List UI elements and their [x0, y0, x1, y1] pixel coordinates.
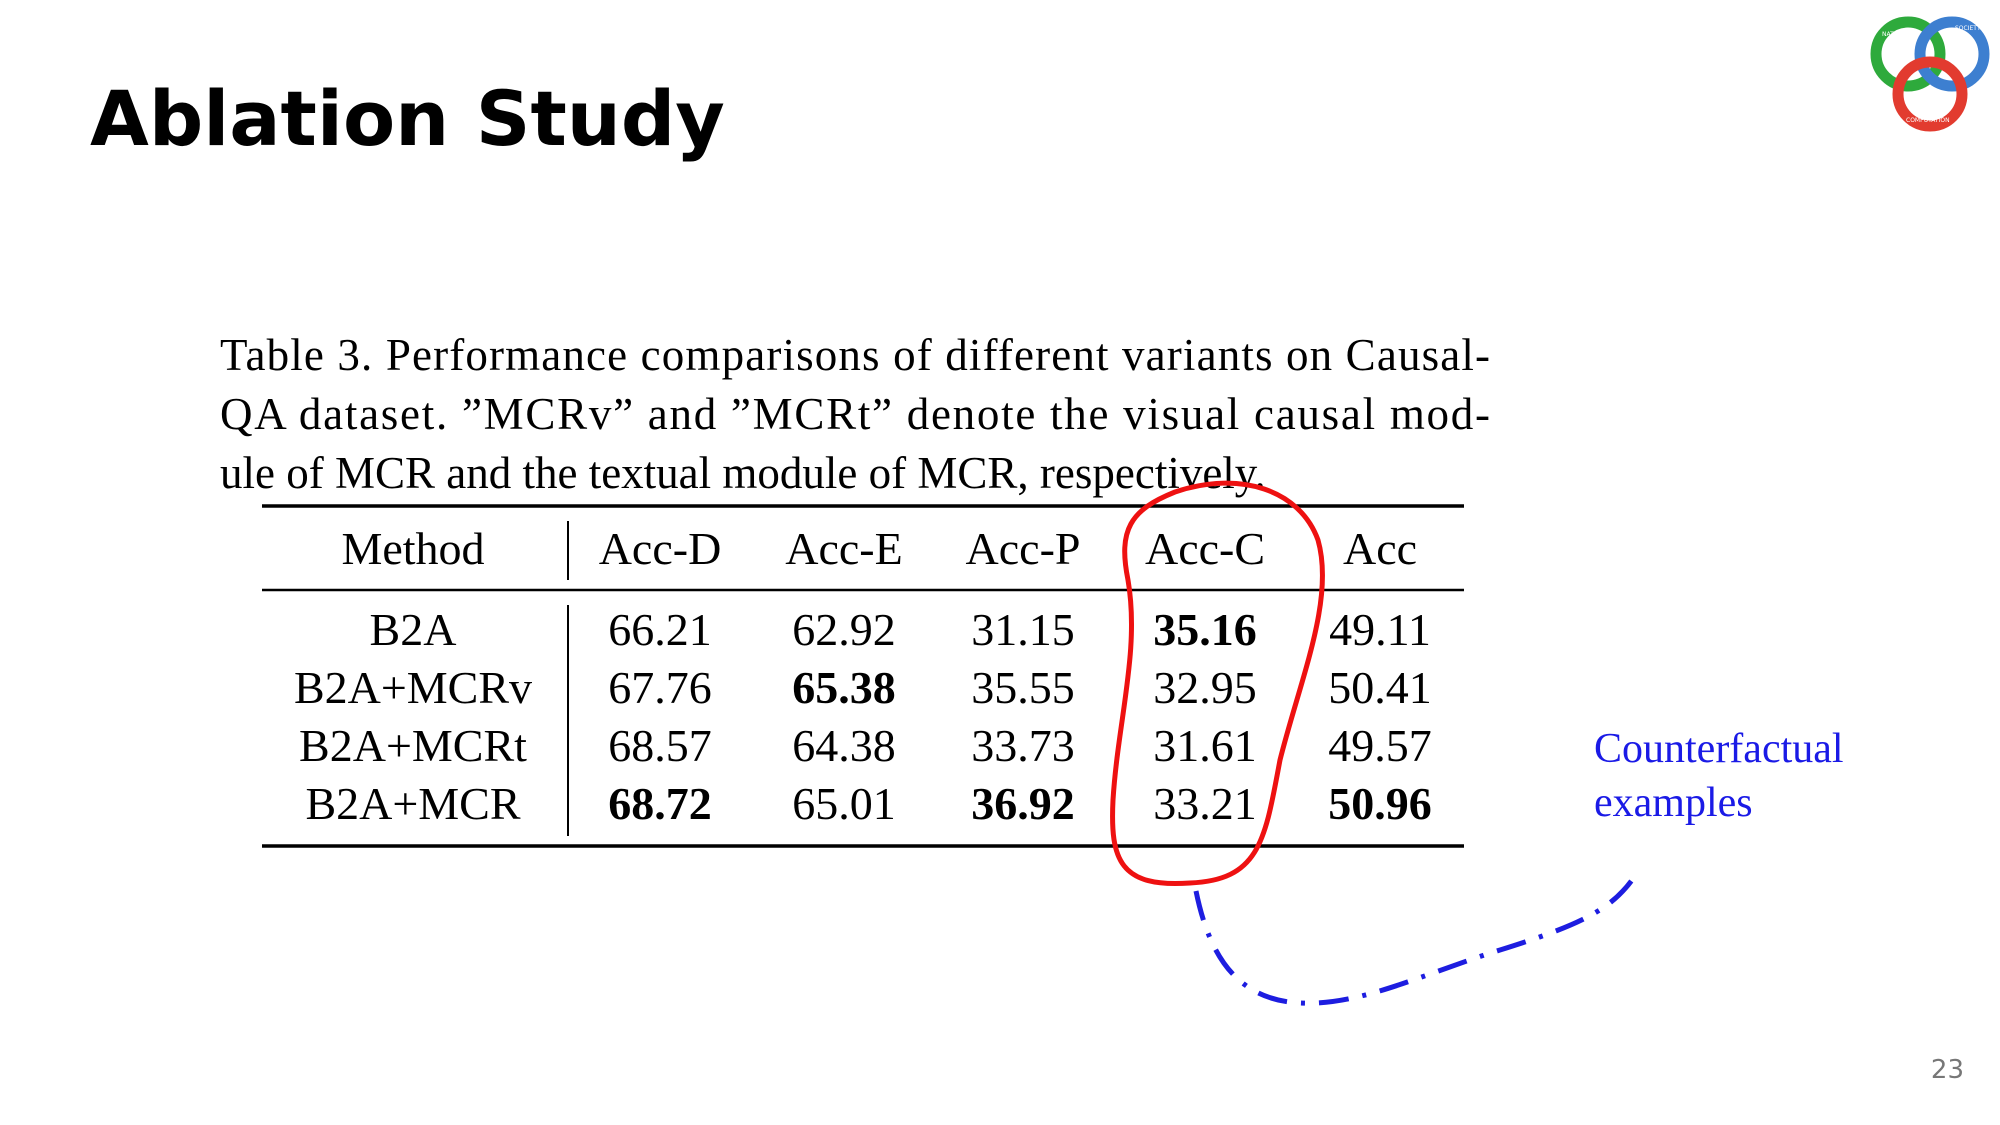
logo-ring	[1914, 16, 1990, 92]
table-cell: 50.41	[1328, 662, 1432, 713]
table-cell: 31.15	[971, 604, 1075, 655]
column-header: Acc-C	[1145, 523, 1265, 574]
column-header: Acc-D	[599, 523, 722, 574]
table-cell: 35.55	[971, 662, 1075, 713]
table-cell: 36.92	[971, 778, 1075, 829]
caption-line: QA dataset. ”MCRv” and ”MCRt” denote the…	[220, 389, 1490, 439]
row-label: B2A+MCR	[305, 778, 520, 829]
highlight-loop	[1110, 480, 1326, 887]
annotation-line: examples	[1594, 780, 1753, 826]
logo-ring	[1870, 16, 1946, 92]
logo-label: SOCIETY	[1955, 25, 1981, 32]
column-header: Acc	[1343, 523, 1417, 574]
slide-title: Ablation Study	[90, 74, 725, 163]
table-cell: 31.61	[1153, 720, 1257, 771]
connector	[1193, 878, 1635, 1006]
table-cell: 32.95	[1153, 662, 1257, 713]
page-number: 23	[1931, 1055, 1964, 1085]
table-cell: 33.73	[971, 720, 1075, 771]
table-cell: 49.57	[1328, 720, 1432, 771]
table-cell: 66.21	[608, 604, 712, 655]
caption: Table 3. Performance comparisons of diff…	[220, 330, 1490, 498]
column-header: Method	[341, 523, 484, 574]
row-label: B2A+MCRt	[299, 720, 527, 771]
table-cell: 50.96	[1328, 778, 1432, 829]
table-cell: 62.92	[792, 604, 896, 655]
logo-label: NATURE	[1882, 31, 1906, 38]
table-cell: 35.16	[1153, 604, 1257, 655]
table-cell: 49.11	[1329, 604, 1431, 655]
table-cell: 68.72	[608, 778, 712, 829]
row-label: B2A+MCRv	[294, 662, 532, 713]
logo-label: COMPUTATION	[1906, 117, 1950, 124]
table-cell: 65.38	[792, 662, 896, 713]
table-cell: 65.01	[792, 778, 896, 829]
table-cell: 68.57	[608, 720, 712, 771]
table-cell: 64.38	[792, 720, 896, 771]
column-header: Acc-E	[785, 523, 902, 574]
table-cell: 33.21	[1153, 778, 1257, 829]
caption-line: ule of MCR and the textual module of MCR…	[220, 448, 1266, 498]
row-label: B2A	[370, 604, 457, 655]
annotation-line: Counterfactual	[1594, 726, 1844, 772]
logo: NATURE SOCIETY COMPUTATION	[1870, 16, 1990, 132]
caption-line: Table 3. Performance comparisons of diff…	[220, 330, 1490, 380]
column-header: Acc-P	[966, 523, 1081, 574]
table: Method Acc-D Acc-E Acc-P Acc-C Acc B2A 66.21 62.…	[262, 504, 1464, 848]
logo-ring	[1892, 56, 1968, 132]
table-cell: 67.76	[608, 662, 712, 713]
